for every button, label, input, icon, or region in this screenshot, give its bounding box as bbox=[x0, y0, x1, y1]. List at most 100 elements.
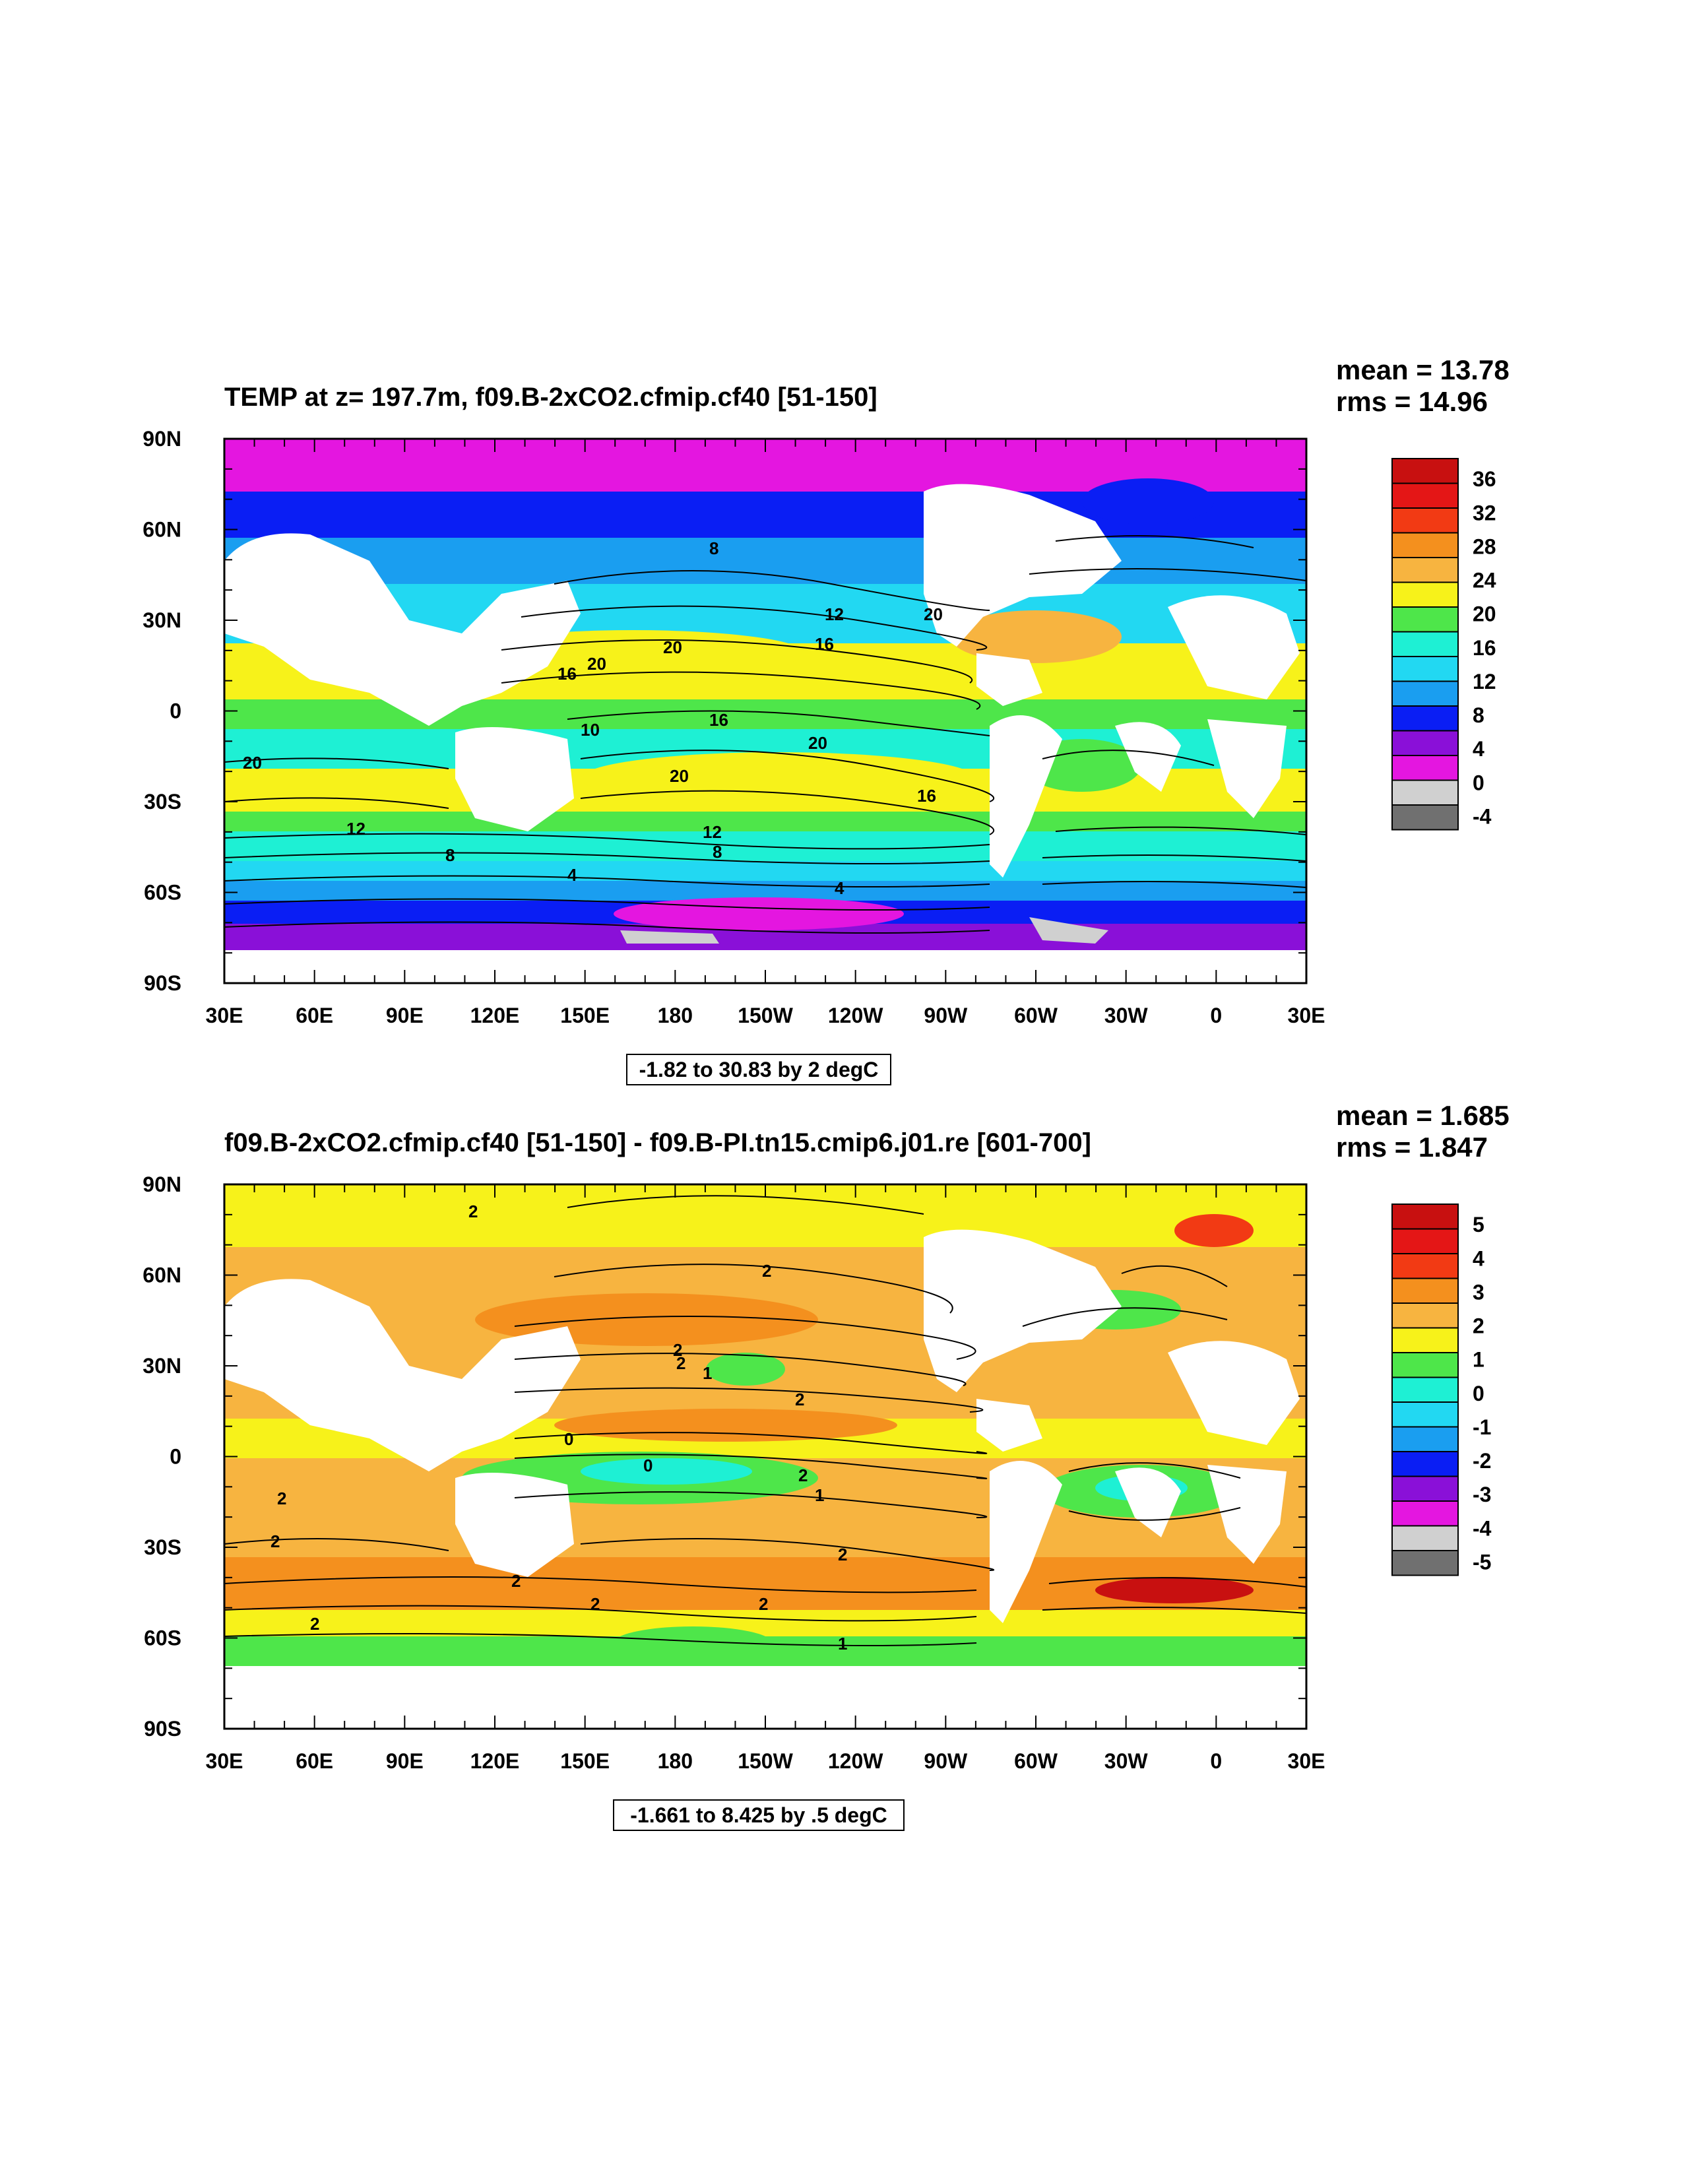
lon-tick-label: 0 bbox=[1210, 1004, 1222, 1027]
bottom-contour-label: 2 bbox=[310, 1614, 319, 1634]
lon-tick-label: 30E bbox=[1288, 1749, 1325, 1773]
lon-tick-label: 120W bbox=[828, 1749, 883, 1773]
colorbar-swatch bbox=[1391, 1475, 1459, 1502]
bottom-range-box bbox=[613, 1799, 905, 1831]
bottom-contour-label: 1 bbox=[838, 1634, 847, 1654]
lon-tick-label: 120E bbox=[470, 1749, 520, 1773]
colorbar-swatch bbox=[1391, 804, 1459, 831]
colorbar-swatch bbox=[1391, 1500, 1459, 1527]
colorbar-swatch bbox=[1391, 532, 1459, 558]
colorbar-swatch bbox=[1391, 458, 1459, 484]
bottom-contour-label: 2 bbox=[762, 1261, 771, 1281]
colorbar-label: 20 bbox=[1473, 602, 1496, 626]
lon-tick-label: 90E bbox=[386, 1004, 424, 1027]
colorbar-swatch bbox=[1391, 1204, 1459, 1230]
colorbar-swatch bbox=[1391, 1277, 1459, 1304]
colorbar-swatch bbox=[1391, 680, 1459, 707]
top-panel: TEMP at z= 197.7m, f09.B-2xCO2.cfmip.cf4… bbox=[143, 354, 1510, 1085]
lon-tick-label: 30W bbox=[1104, 1004, 1149, 1027]
colorbar-label: 4 bbox=[1473, 737, 1484, 761]
top-contour-label: 20 bbox=[924, 604, 943, 624]
top-contour-label: 20 bbox=[670, 766, 689, 786]
lon-tick-label: 30W bbox=[1104, 1749, 1149, 1773]
top-contour-label: 12 bbox=[825, 604, 844, 624]
top-contour-label: 16 bbox=[709, 710, 728, 730]
colorbar-swatch bbox=[1391, 482, 1459, 509]
bottom-contour-label: 1 bbox=[703, 1363, 712, 1383]
colorbar-swatch bbox=[1391, 557, 1459, 583]
bottom-contour-label: 2 bbox=[795, 1390, 804, 1409]
lat-tick-label: 0 bbox=[170, 1445, 181, 1469]
top-contour-label: 16 bbox=[917, 786, 936, 806]
bottom-contour-label: 0 bbox=[564, 1429, 573, 1449]
colorbar-swatch bbox=[1391, 1327, 1459, 1353]
colorbar-swatch bbox=[1391, 606, 1459, 633]
colorbar-swatch bbox=[1391, 1525, 1459, 1551]
colorbar-swatch bbox=[1391, 656, 1459, 682]
top-mean-stat: mean = 13.78 bbox=[1336, 354, 1510, 385]
lat-tick-label: 0 bbox=[170, 699, 181, 723]
lon-tick-label: 180 bbox=[658, 1749, 693, 1773]
top-range-label: -1.82 to 30.83 by 2 degC bbox=[639, 1058, 879, 1081]
colorbar-swatch bbox=[1391, 507, 1459, 534]
colorbar-label: 32 bbox=[1473, 501, 1496, 525]
top-colorbar: 36 32 28 24 20 16 12 8 4 0 -4 bbox=[1391, 458, 1496, 831]
colorbar-label: 36 bbox=[1473, 467, 1496, 491]
lat-tick-label: 60S bbox=[144, 881, 181, 905]
top-contour-label: 8 bbox=[445, 845, 455, 865]
top-contour-label: 20 bbox=[587, 654, 606, 674]
colorbar-label: 0 bbox=[1473, 1382, 1484, 1405]
lat-tick-label: 90S bbox=[144, 971, 181, 995]
colorbar-label: 12 bbox=[1473, 670, 1496, 693]
colorbar-label: -3 bbox=[1473, 1483, 1491, 1506]
bottom-contour-label: 2 bbox=[277, 1489, 286, 1508]
bottom-contour-label: 0 bbox=[643, 1456, 653, 1475]
top-contour-label: 16 bbox=[815, 634, 834, 654]
colorbar-label: 1 bbox=[1473, 1348, 1484, 1372]
top-contour-label: 20 bbox=[243, 753, 262, 773]
colorbar-swatch bbox=[1391, 1352, 1459, 1378]
bottom-rms-stat: rms = 1.847 bbox=[1336, 1132, 1488, 1163]
lon-tick-label: 30E bbox=[206, 1749, 243, 1773]
colorbar-label: -2 bbox=[1473, 1449, 1491, 1473]
colorbar-swatch bbox=[1391, 1302, 1459, 1329]
colorbar-swatch bbox=[1391, 631, 1459, 657]
lon-tick-label: 180 bbox=[658, 1004, 693, 1027]
lon-tick-label: 0 bbox=[1210, 1749, 1222, 1773]
colorbar-label: 3 bbox=[1473, 1280, 1484, 1304]
bottom-range-label: -1.661 to 8.425 by .5 degC bbox=[630, 1803, 887, 1827]
colorbar-swatch bbox=[1391, 779, 1459, 806]
lat-tick-label: 60S bbox=[144, 1626, 181, 1650]
lat-tick-label: 90N bbox=[143, 1172, 181, 1196]
lat-tick-label: 90S bbox=[144, 1717, 181, 1741]
lon-tick-label: 120E bbox=[470, 1004, 520, 1027]
top-rms-stat: rms = 14.96 bbox=[1336, 386, 1488, 417]
colorbar-swatch bbox=[1391, 1426, 1459, 1452]
bottom-contour-labels: 2 2 2 1 2 0 0 2 1 2 2 2 2 2 2 2 1 2 bbox=[271, 1202, 847, 1654]
top-contour-label: 8 bbox=[709, 538, 718, 558]
colorbar-swatch bbox=[1391, 1228, 1459, 1254]
top-contour-label: 12 bbox=[346, 819, 366, 839]
top-contour-label: 20 bbox=[663, 637, 682, 657]
lat-tick-label: 60N bbox=[143, 1264, 181, 1287]
colorbar-swatch bbox=[1391, 1253, 1459, 1279]
top-contour-label: 8 bbox=[713, 842, 722, 862]
lon-tick-label: 30E bbox=[206, 1004, 243, 1027]
bottom-panel-title: f09.B-2xCO2.cfmip.cf40 [51-150] - f09.B-… bbox=[224, 1128, 1091, 1157]
top-contour-label: 10 bbox=[581, 720, 600, 740]
lat-tick-label: 30N bbox=[143, 1354, 181, 1378]
bottom-contour-label: 2 bbox=[676, 1353, 685, 1373]
colorbar-swatch bbox=[1391, 1550, 1459, 1576]
top-contour-label: 16 bbox=[558, 664, 577, 684]
bottom-contour-label: 2 bbox=[468, 1202, 478, 1221]
top-contour-label: 20 bbox=[808, 733, 827, 753]
lon-tick-label: 60W bbox=[1014, 1749, 1058, 1773]
top-contour-label: 4 bbox=[567, 865, 577, 885]
colorbar-swatch bbox=[1391, 581, 1459, 608]
colorbar-label: -4 bbox=[1473, 1516, 1492, 1540]
lon-tick-label: 60E bbox=[296, 1749, 333, 1773]
lon-tick-label: 60W bbox=[1014, 1004, 1058, 1027]
lon-tick-label: 120W bbox=[828, 1004, 883, 1027]
top-map: 8 12 16 20 20 16 16 20 20 12 12 8 8 4 4 … bbox=[224, 439, 1306, 983]
